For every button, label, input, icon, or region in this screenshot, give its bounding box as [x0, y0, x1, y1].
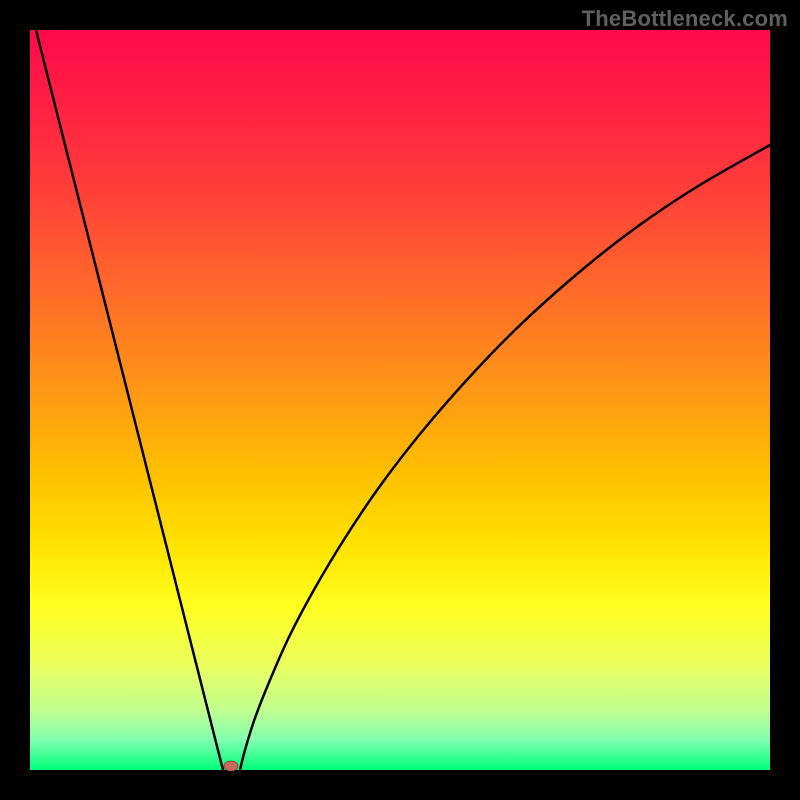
curve-left-branch [36, 30, 223, 770]
chart-container: TheBottleneck.com [0, 0, 800, 800]
curve-layer [30, 30, 770, 770]
plot-area [30, 30, 770, 770]
minimum-marker [224, 761, 238, 771]
curve-right-branch [240, 145, 770, 770]
watermark-text: TheBottleneck.com [582, 6, 788, 32]
